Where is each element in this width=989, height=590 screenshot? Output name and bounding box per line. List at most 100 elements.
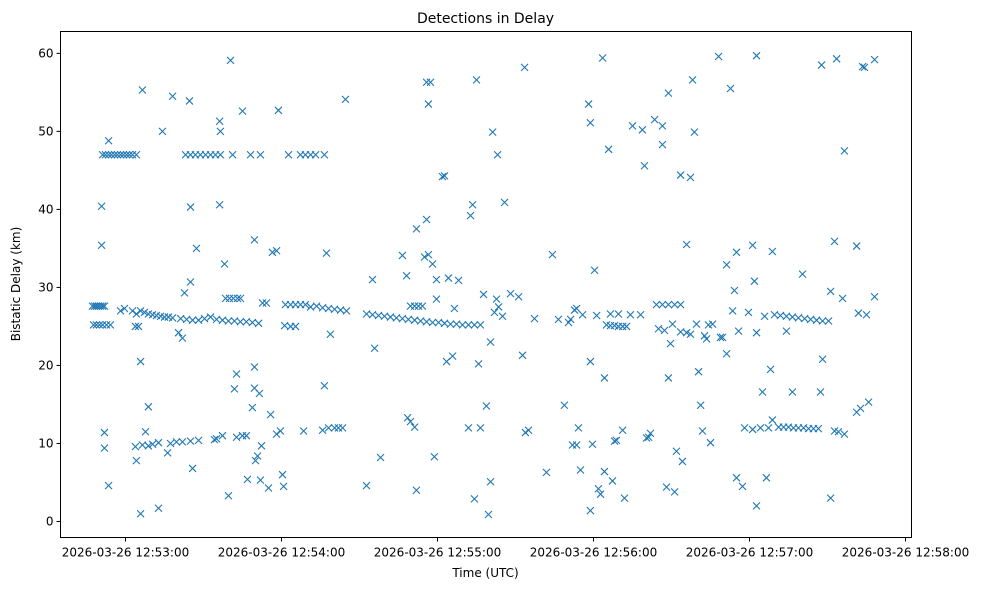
data-point [468, 200, 477, 209]
data-point [448, 352, 457, 360]
data-point [678, 457, 687, 466]
data-point [89, 320, 98, 329]
data-point [168, 92, 177, 101]
data-point [760, 312, 769, 321]
data-point [254, 319, 263, 328]
data-point [622, 322, 631, 331]
data-point [248, 318, 257, 327]
data-point [97, 202, 106, 211]
data-point [311, 150, 320, 159]
data-point [258, 299, 267, 307]
data-point [694, 367, 703, 376]
data-point [708, 320, 717, 328]
data-point [870, 55, 879, 64]
data-point [136, 357, 145, 366]
data-point [706, 438, 715, 447]
data-point [180, 288, 189, 297]
data-point [626, 310, 635, 319]
data-point [726, 84, 735, 93]
data-point [422, 78, 431, 87]
data-point [482, 402, 491, 410]
data-point [100, 428, 109, 437]
data-point [862, 310, 871, 319]
data-point [284, 150, 293, 159]
data-point [444, 274, 453, 282]
data-point [752, 328, 761, 337]
data-point [486, 477, 495, 486]
data-point [233, 294, 242, 303]
data-point [702, 335, 711, 343]
data-point [186, 278, 195, 286]
data-point [194, 436, 203, 445]
data-point [752, 51, 761, 60]
data-point [212, 434, 221, 443]
data-point [484, 510, 493, 519]
data-point [454, 276, 463, 285]
data-point [817, 61, 826, 69]
data-point [250, 235, 259, 244]
data-point [424, 100, 433, 108]
data-point [432, 295, 441, 304]
data-point [320, 150, 329, 159]
data-point [301, 300, 310, 309]
data-point [610, 437, 619, 446]
data-point [640, 161, 649, 170]
data-point [428, 260, 437, 268]
data-point [158, 127, 167, 136]
data-point [586, 357, 595, 366]
data-point [188, 464, 197, 473]
data-point [450, 304, 459, 313]
data-point [178, 438, 187, 446]
data-point [98, 150, 107, 159]
data-point [464, 423, 473, 432]
data-point [312, 302, 321, 311]
data-point [870, 292, 879, 301]
data-point [100, 444, 109, 453]
data-point [144, 402, 153, 411]
data-point [476, 320, 485, 329]
data-point [148, 440, 157, 449]
data-point [279, 482, 288, 491]
data-point [698, 427, 707, 435]
data-point [299, 427, 308, 435]
data-point [253, 452, 262, 460]
data-point [818, 355, 827, 364]
data-point [838, 294, 847, 303]
data-point [566, 315, 575, 324]
data-point [104, 136, 113, 145]
data-point [628, 122, 637, 130]
data-point [278, 470, 287, 479]
y-axis-label: Bistatic Delay (km) [9, 227, 23, 342]
y-tick-label: 50 [38, 124, 53, 138]
y-tick-label: 60 [38, 46, 53, 60]
data-point [398, 251, 407, 260]
data-point [686, 330, 695, 339]
data-point [618, 322, 627, 331]
data-point [814, 424, 823, 433]
data-point [276, 427, 285, 435]
data-point [418, 302, 427, 311]
data-point [766, 365, 775, 374]
data-point [816, 388, 825, 396]
data-point [548, 250, 557, 259]
data-point [107, 150, 116, 159]
data-point [596, 490, 605, 499]
data-point [324, 423, 333, 432]
data-point [236, 294, 245, 303]
data-point [860, 63, 869, 72]
data-point [464, 320, 473, 329]
x-tick-label: 2026-03-26 12:55:00 [374, 546, 501, 560]
data-point [132, 150, 141, 159]
data-point [154, 438, 163, 447]
data-point [636, 310, 645, 319]
x-tick-label: 2026-03-26 12:58:00 [842, 546, 969, 560]
data-point [243, 475, 252, 484]
data-point [676, 300, 685, 309]
x-tick-label: 2026-03-26 12:54:00 [218, 546, 345, 560]
data-point [479, 290, 488, 299]
data-point [440, 171, 449, 180]
data-point [486, 338, 495, 346]
data-point [120, 304, 129, 313]
data-point [852, 242, 861, 250]
data-point [576, 466, 585, 474]
